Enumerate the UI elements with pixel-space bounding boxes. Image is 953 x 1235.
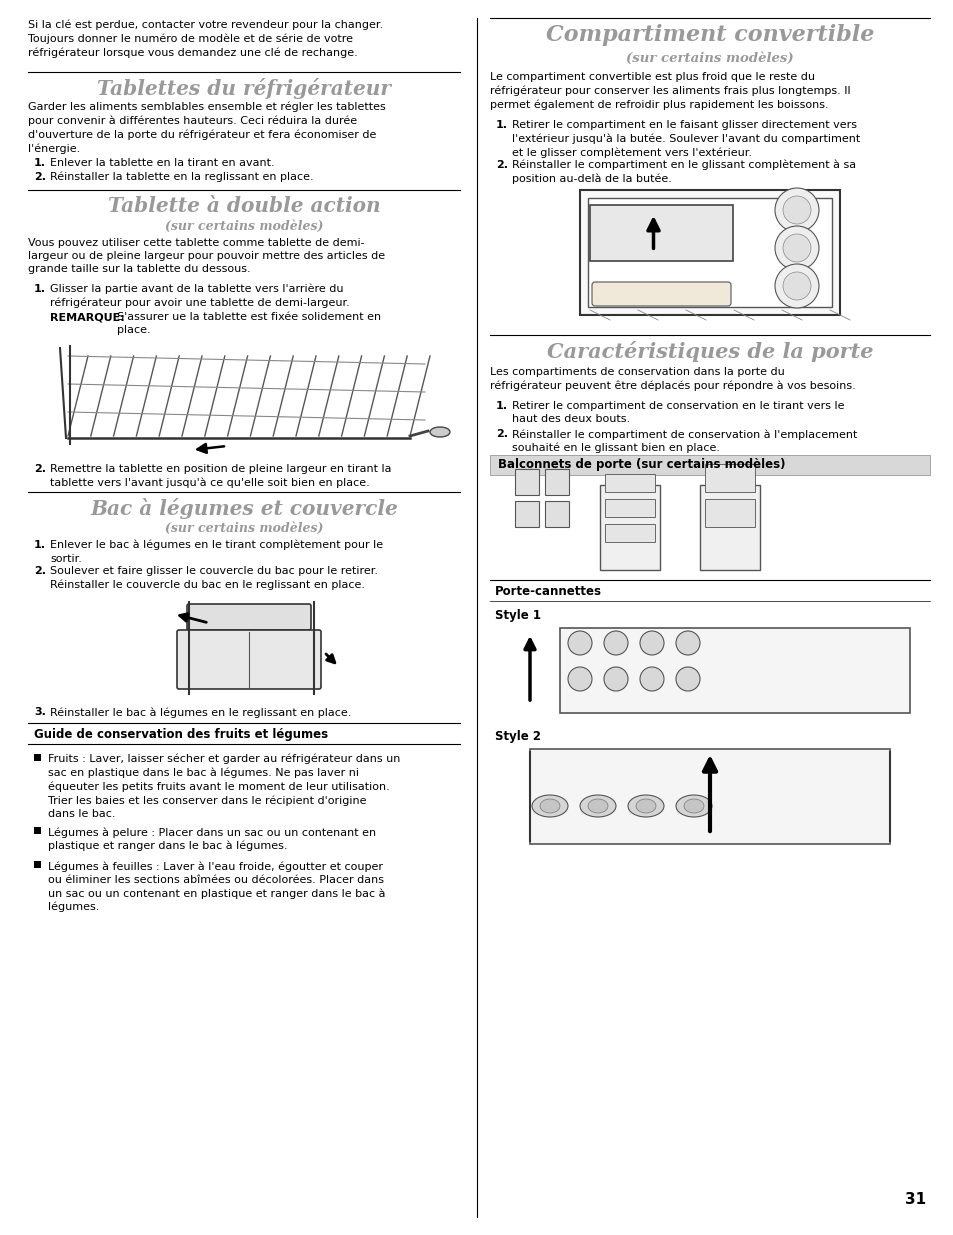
Ellipse shape — [683, 799, 703, 813]
Bar — [124, 594, 364, 699]
Bar — [544, 501, 568, 527]
Text: Porte-cannettes: Porte-cannettes — [495, 585, 601, 598]
Text: (sur certains modèles): (sur certains modèles) — [165, 522, 323, 535]
Circle shape — [782, 233, 810, 262]
Ellipse shape — [676, 795, 711, 818]
Text: REMARQUE:: REMARQUE: — [50, 312, 125, 322]
Text: Bac à légumes et couvercle: Bac à légumes et couvercle — [90, 498, 397, 519]
Circle shape — [567, 667, 592, 692]
Bar — [589, 205, 732, 262]
Text: Retirer le compartiment de conservation en le tirant vers le
haut des deux bouts: Retirer le compartiment de conservation … — [512, 401, 843, 424]
Bar — [515, 469, 538, 495]
Text: S'assurer ue la tablette est fixée solidement en
place.: S'assurer ue la tablette est fixée solid… — [117, 312, 381, 335]
Ellipse shape — [636, 799, 656, 813]
Text: Remettre la tablette en position de pleine largeur en tirant la
tablette vers l': Remettre la tablette en position de plei… — [50, 464, 391, 488]
Text: Légumes à pelure : Placer dans un sac ou un contenant en
plastique et ranger dan: Légumes à pelure : Placer dans un sac ou… — [48, 827, 375, 851]
Text: 1.: 1. — [34, 540, 46, 550]
Ellipse shape — [430, 427, 450, 437]
Bar — [559, 629, 909, 713]
Circle shape — [603, 667, 627, 692]
Bar — [704, 499, 754, 527]
Circle shape — [676, 667, 700, 692]
Text: Retirer le compartiment en le faisant glisser directement vers
l'extérieur jusqu: Retirer le compartiment en le faisant gl… — [512, 120, 860, 158]
Text: 1.: 1. — [34, 284, 46, 294]
Bar — [499, 743, 919, 848]
Bar — [38, 338, 450, 456]
Text: Si la clé est perdue, contacter votre revendeur pour la changer.
Toujours donner: Si la clé est perdue, contacter votre re… — [28, 20, 383, 58]
Bar — [599, 485, 659, 571]
FancyBboxPatch shape — [187, 604, 311, 630]
Text: Glisser la partie avant de la tablette vers l'arrière du: Glisser la partie avant de la tablette v… — [50, 284, 343, 294]
Text: 3.: 3. — [34, 706, 46, 718]
Circle shape — [639, 631, 663, 655]
Ellipse shape — [532, 795, 567, 818]
Bar — [34, 861, 41, 868]
Text: Le compartiment convertible est plus froid que le reste du
réfrigérateur pour co: Le compartiment convertible est plus fro… — [490, 72, 850, 110]
FancyBboxPatch shape — [592, 282, 730, 306]
Circle shape — [639, 667, 663, 692]
Bar — [700, 485, 760, 571]
Bar — [569, 190, 909, 325]
Circle shape — [676, 631, 700, 655]
Text: Caractéristiques de la porte: Caractéristiques de la porte — [546, 341, 872, 362]
Bar — [604, 524, 655, 542]
Text: Tablette à double action: Tablette à double action — [108, 196, 380, 216]
Text: Réinstaller le bac à légumes en le reglissant en place.: Réinstaller le bac à légumes en le regli… — [50, 706, 351, 718]
Text: réfrigérateur pour avoir une tablette de demi-largeur.: réfrigérateur pour avoir une tablette de… — [50, 296, 350, 308]
Text: Réinstaller la tablette en la reglissant en place.: Réinstaller la tablette en la reglissant… — [50, 172, 314, 183]
Text: Vous pouvez utiliser cette tablette comme tablette de demi-
largeur ou de pleine: Vous pouvez utiliser cette tablette comm… — [28, 238, 385, 274]
Text: Style 1: Style 1 — [495, 609, 540, 622]
Text: 1.: 1. — [34, 158, 46, 168]
Text: Enlever la tablette en la tirant en avant.: Enlever la tablette en la tirant en avan… — [50, 158, 274, 168]
Text: Les compartiments de conservation dans la porte du
réfrigérateur peuvent être dé: Les compartiments de conservation dans l… — [490, 367, 855, 391]
Text: Légumes à feuilles : Laver à l'eau froide, égoutter et couper
ou éliminer les se: Légumes à feuilles : Laver à l'eau froid… — [48, 861, 385, 913]
Text: 1.: 1. — [496, 401, 507, 411]
Text: Style 2: Style 2 — [495, 730, 540, 743]
Bar — [544, 469, 568, 495]
Text: 31: 31 — [904, 1192, 925, 1207]
Text: Compartiment convertible: Compartiment convertible — [545, 23, 873, 46]
Text: Enlever le bac à légumes en le tirant complètement pour le
sortir.: Enlever le bac à légumes en le tirant co… — [50, 540, 383, 563]
Bar — [579, 190, 840, 315]
Text: 1.: 1. — [496, 120, 507, 130]
Ellipse shape — [587, 799, 607, 813]
Bar — [499, 480, 919, 576]
Bar — [604, 474, 655, 492]
Bar — [34, 827, 41, 834]
Text: (sur certains modèles): (sur certains modèles) — [625, 52, 793, 65]
Bar — [587, 198, 831, 308]
Text: 2.: 2. — [496, 429, 507, 438]
Circle shape — [774, 264, 818, 308]
Bar — [604, 499, 655, 517]
Ellipse shape — [539, 799, 559, 813]
Text: Réinstaller le compartiment en le glissant complètement à sa
position au-delà de: Réinstaller le compartiment en le glissa… — [512, 161, 855, 184]
Bar — [530, 748, 889, 844]
Text: 2.: 2. — [496, 161, 507, 170]
Text: Soulever et faire glisser le couvercle du bac pour le retirer.
Réinstaller le co: Soulever et faire glisser le couvercle d… — [50, 566, 377, 590]
Text: Guide de conservation des fruits et légumes: Guide de conservation des fruits et légu… — [34, 727, 328, 741]
Ellipse shape — [627, 795, 663, 818]
Bar — [490, 454, 929, 475]
Text: Réinstaller le compartiment de conservation à l'emplacement
souhaité en le gliss: Réinstaller le compartiment de conservat… — [512, 429, 857, 453]
Text: 2.: 2. — [34, 172, 46, 182]
Bar — [499, 622, 919, 718]
Circle shape — [567, 631, 592, 655]
Ellipse shape — [579, 795, 616, 818]
Bar — [515, 501, 538, 527]
Text: 2.: 2. — [34, 464, 46, 474]
Text: Garder les aliments semblables ensemble et régler les tablettes
pour convenir à : Garder les aliments semblables ensemble … — [28, 103, 385, 154]
Bar — [34, 755, 41, 761]
Circle shape — [774, 226, 818, 270]
Circle shape — [774, 188, 818, 232]
Text: Balconnets de porte (sur certains modèles): Balconnets de porte (sur certains modèle… — [497, 458, 784, 471]
Bar — [704, 464, 754, 492]
Text: Tablettes du réfrigérateur: Tablettes du réfrigérateur — [97, 78, 391, 99]
Text: (sur certains modèles): (sur certains modèles) — [165, 220, 323, 233]
Circle shape — [782, 196, 810, 224]
FancyBboxPatch shape — [177, 630, 320, 689]
Text: Fruits : Laver, laisser sécher et garder au réfrigérateur dans un
sac en plastiq: Fruits : Laver, laisser sécher et garder… — [48, 755, 400, 819]
Text: 2.: 2. — [34, 566, 46, 576]
Circle shape — [782, 272, 810, 300]
Circle shape — [603, 631, 627, 655]
